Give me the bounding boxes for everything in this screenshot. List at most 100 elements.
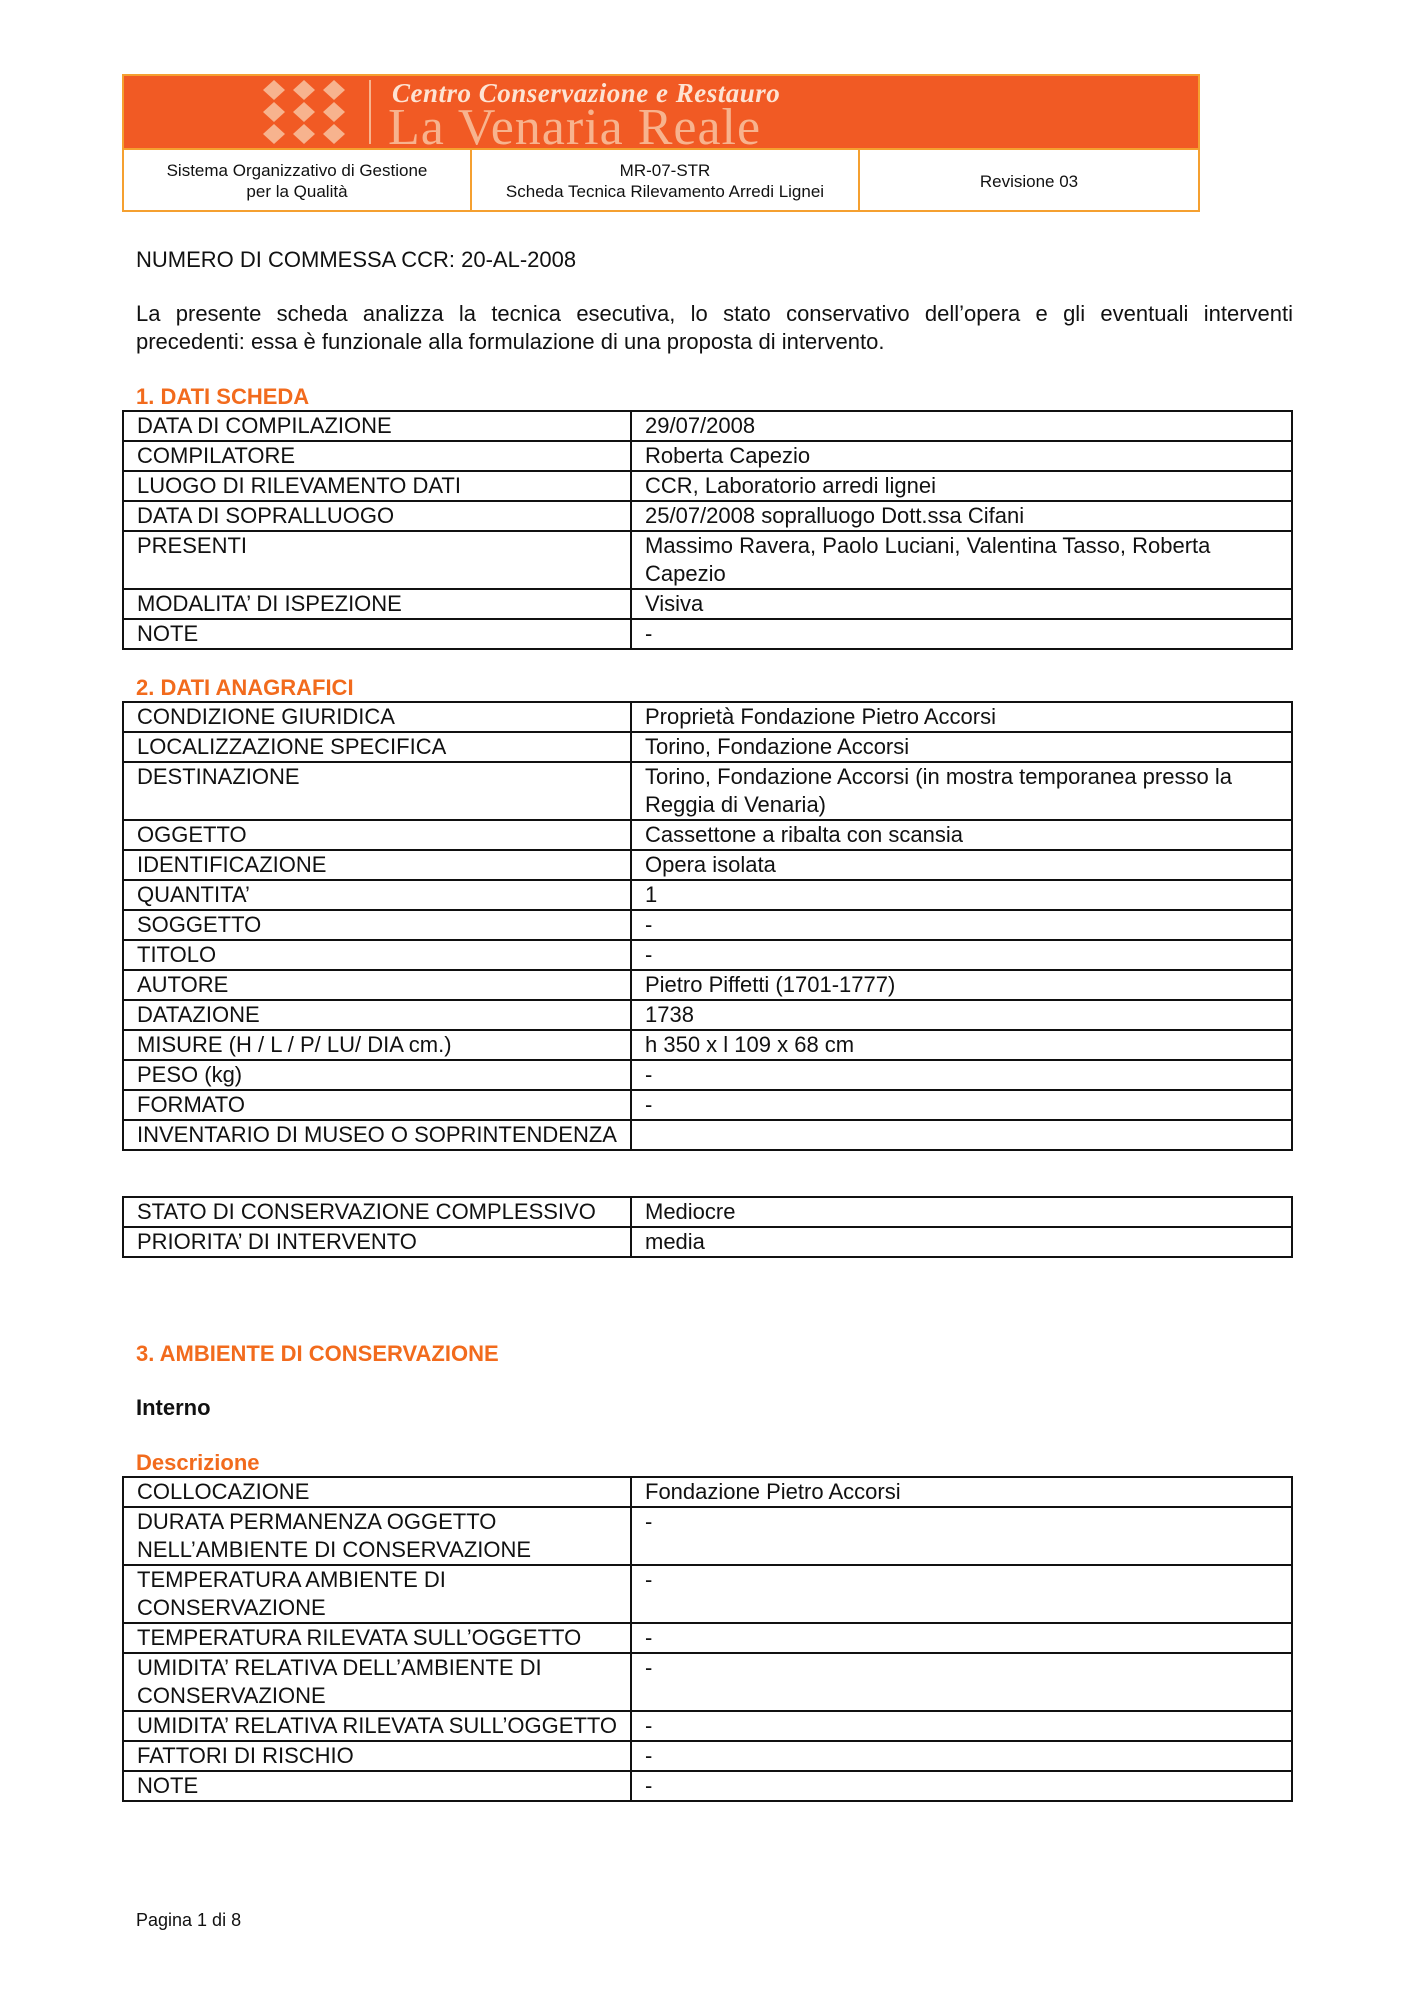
field-value: - <box>630 939 1293 971</box>
table-row: UMIDITA’ RELATIVA DELL’AMBIENTE DI CONSE… <box>122 1652 1293 1712</box>
table-row: QUANTITA’ 1 <box>122 879 1293 911</box>
logo-banner: Centro Conservazione e Restauro La Venar… <box>124 76 1198 148</box>
field-value: CCR, Laboratorio arredi lignei <box>630 470 1293 502</box>
table-row: FORMATO - <box>122 1089 1293 1121</box>
section-1-title: 1. DATI SCHEDA <box>136 384 310 409</box>
intro-line-1: La presente scheda analizza la tecnica e… <box>136 301 1293 326</box>
field-value: 29/07/2008 <box>630 410 1293 442</box>
field-label: DATA DI COMPILAZIONE <box>122 410 632 442</box>
field-label: INVENTARIO DI MUSEO O SOPRINTENDENZA <box>122 1119 632 1151</box>
table-row: FATTORI DI RISCHIO - <box>122 1740 1293 1772</box>
table-row: AUTORE Pietro Piffetti (1701-1777) <box>122 969 1293 1001</box>
field-value: Roberta Capezio <box>630 440 1293 472</box>
field-value: - <box>630 1740 1293 1772</box>
logo-text-line1: Centro Conservazione e Restauro <box>392 78 781 108</box>
field-label: QUANTITA’ <box>122 879 632 911</box>
field-label: NOTE <box>122 1770 632 1802</box>
field-value: Torino, Fondazione Accorsi (in mostra te… <box>630 761 1293 821</box>
table-row: SOGGETTO - <box>122 909 1293 941</box>
field-value: Torino, Fondazione Accorsi <box>630 731 1293 763</box>
table-row: PRESENTI Massimo Ravera, Paolo Luciani, V… <box>122 530 1293 590</box>
section-3-title: 3. AMBIENTE DI CONSERVAZIONE <box>136 1341 499 1366</box>
header-cell-system: Sistema Organizzativo di Gestione per la … <box>124 150 472 212</box>
table-row: DATA DI SOPRALLUOGO 25/07/2008 sopralluog… <box>122 500 1293 532</box>
table-row: COLLOCAZIONE Fondazione Pietro Accorsi <box>122 1476 1293 1508</box>
field-value: 1738 <box>630 999 1293 1031</box>
table-row: IDENTIFICAZIONE Opera isolata <box>122 849 1293 881</box>
field-value: - <box>630 1710 1293 1742</box>
field-label: CONDIZIONE GIURIDICA <box>122 701 632 733</box>
table-row: TITOLO - <box>122 939 1293 971</box>
section-2-title: 2. DATI ANAGRAFICI <box>136 675 354 700</box>
field-value: media <box>630 1226 1293 1258</box>
header-cell-line: Sistema Organizzativo di Gestione <box>166 161 428 180</box>
field-value: Opera isolata <box>630 849 1293 881</box>
table-row: STATO DI CONSERVAZIONE COMPLESSIVO Medioc… <box>122 1196 1293 1228</box>
field-label: FORMATO <box>122 1089 632 1121</box>
field-value: 25/07/2008 sopralluogo Dott.ssa Cifani <box>630 500 1293 532</box>
stato-conservazione-table: STATO DI CONSERVAZIONE COMPLESSIVO Medioc… <box>122 1196 1293 1258</box>
field-label: DATAZIONE <box>122 999 632 1031</box>
table-row: OGGETTO Cassettone a ribalta con scansia <box>122 819 1293 851</box>
header-cell-line: per la Qualità <box>246 182 348 201</box>
field-value: - <box>630 1652 1293 1712</box>
field-label: TEMPERATURA RILEVATA SULL’OGGETTO <box>122 1622 632 1654</box>
table-row: NOTE - <box>122 1770 1293 1802</box>
table-row: TEMPERATURA AMBIENTE DI CONSERVAZIONE - <box>122 1564 1293 1624</box>
field-value: - <box>630 1622 1293 1654</box>
field-value: - <box>630 1564 1293 1624</box>
field-label: PRIORITA’ DI INTERVENTO <box>122 1226 632 1258</box>
field-value: - <box>630 1770 1293 1802</box>
header-cell-line: MR-07-STR <box>619 161 711 180</box>
dati-scheda-table: DATA DI COMPILAZIONE 29/07/2008 COMPILATOR… <box>122 410 1293 650</box>
logo-divider <box>369 80 371 144</box>
field-label: COMPILATORE <box>122 440 632 472</box>
intro-line-2: precedenti: essa è funzionale alla formu… <box>136 329 885 354</box>
field-label: MODALITA’ DI ISPEZIONE <box>122 588 632 620</box>
field-label: MISURE (H / L / P/ LU/ DIA cm.) <box>122 1029 632 1061</box>
field-value: Cassettone a ribalta con scansia <box>630 819 1293 851</box>
field-value: Massimo Ravera, Paolo Luciani, Valentina… <box>630 530 1293 590</box>
table-row: MISURE (H / L / P/ LU/ DIA cm.) h 350 x l… <box>122 1029 1293 1061</box>
section-3-subtitle: Interno <box>136 1395 211 1420</box>
field-label: LUOGO DI RILEVAMENTO DATI <box>122 470 632 502</box>
dati-anagrafici-table: CONDIZIONE GIURIDICA Proprietà Fondazione… <box>122 701 1293 1151</box>
field-value <box>630 1119 1293 1151</box>
field-value: Fondazione Pietro Accorsi <box>630 1476 1293 1508</box>
table-row: LUOGO DI RILEVAMENTO DATI CCR, Laboratori… <box>122 470 1293 502</box>
header-cell-revision: Revisione 03 <box>979 171 1079 191</box>
field-value: Visiva <box>630 588 1293 620</box>
field-label: IDENTIFICAZIONE <box>122 849 632 881</box>
field-label: DURATA PERMANENZA OGGETTO NELL’AMBIENTE … <box>122 1506 632 1566</box>
page-number: Pagina 1 di 8 <box>136 1910 242 1930</box>
field-label: COLLOCAZIONE <box>122 1476 632 1508</box>
table-row: DESTINAZIONE Torino, Fondazione Accorsi (… <box>122 761 1293 821</box>
field-label: PESO (kg) <box>122 1059 632 1091</box>
field-value: 1 <box>630 879 1293 911</box>
table-row: COMPILATORE Roberta Capezio <box>122 440 1293 472</box>
field-label: LOCALIZZAZIONE SPECIFICA <box>122 731 632 763</box>
table-row: UMIDITA’ RELATIVA RILEVATA SULL’OGGETTO - <box>122 1710 1293 1742</box>
table-row: DATAZIONE 1738 <box>122 999 1293 1031</box>
table-row: MODALITA’ DI ISPEZIONE Visiva <box>122 588 1293 620</box>
table-row: PESO (kg) - <box>122 1059 1293 1091</box>
field-label: TEMPERATURA AMBIENTE DI CONSERVAZIONE <box>122 1564 632 1624</box>
commessa-number: NUMERO DI COMMESSA CCR: 20-AL-2008 <box>136 247 577 272</box>
field-label: UMIDITA’ RELATIVA RILEVATA SULL’OGGETTO <box>122 1710 632 1742</box>
field-label: STATO DI CONSERVAZIONE COMPLESSIVO <box>122 1196 632 1228</box>
field-value: - <box>630 1089 1293 1121</box>
table-row: NOTE - <box>122 618 1293 650</box>
field-value: - <box>630 909 1293 941</box>
field-value: - <box>630 1059 1293 1091</box>
field-label: PRESENTI <box>122 530 632 590</box>
field-label: DESTINAZIONE <box>122 761 632 821</box>
table-row: DATA DI COMPILAZIONE 29/07/2008 <box>122 410 1293 442</box>
field-label: TITOLO <box>122 939 632 971</box>
table-row: PRIORITA’ DI INTERVENTO media <box>122 1226 1293 1258</box>
field-value: h 350 x l 109 x 68 cm <box>630 1029 1293 1061</box>
field-value: Proprietà Fondazione Pietro Accorsi <box>630 701 1293 733</box>
header-cell-code: MR-07-STR Scheda Tecnica Rilevamento Arre… <box>472 150 860 212</box>
table-row: LOCALIZZAZIONE SPECIFICA Torino, Fondazio… <box>122 731 1293 763</box>
field-label: FATTORI DI RISCHIO <box>122 1740 632 1772</box>
logo-text-line2: La Venaria Reale <box>388 99 762 148</box>
